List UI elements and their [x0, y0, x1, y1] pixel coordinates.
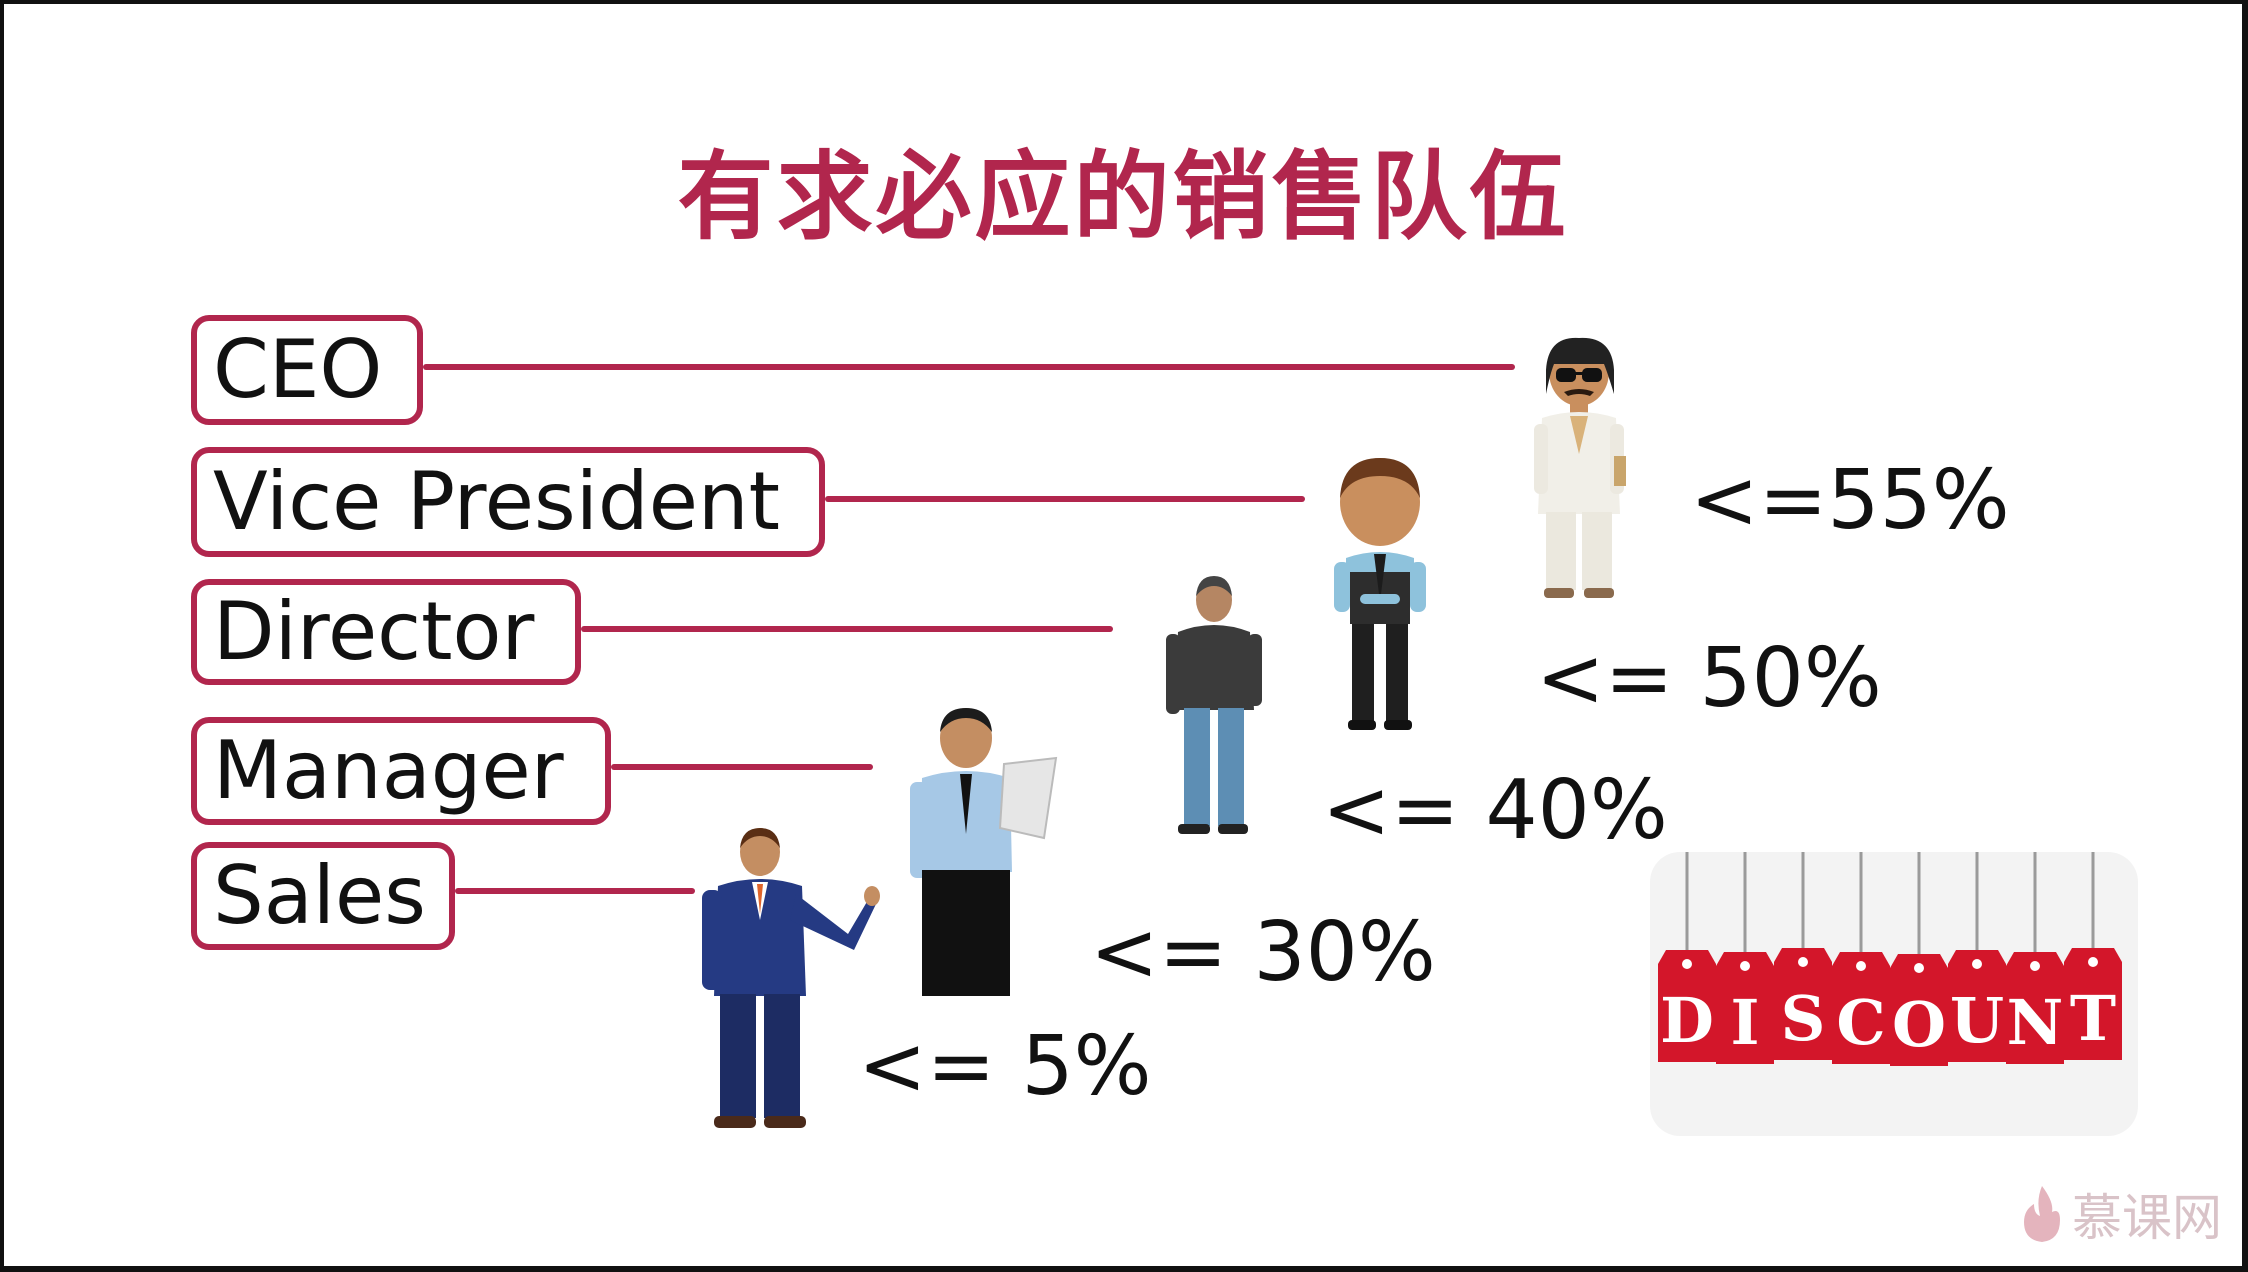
role-box-manager: Manager	[191, 717, 611, 825]
vice-president-person-icon	[1334, 458, 1426, 730]
role-label-ceo: CEO	[213, 323, 383, 416]
discount-tag	[1774, 948, 1832, 1060]
role-box-sales: Sales	[191, 842, 455, 950]
discount-tag	[1948, 950, 2006, 1062]
tag-hole	[1914, 963, 1924, 973]
tag-hole	[1740, 961, 1750, 971]
discount-tag	[1890, 954, 1948, 1066]
tag-hole	[1856, 961, 1866, 971]
discount-tag	[2006, 952, 2064, 1064]
discount-manager: <= 30%	[1090, 905, 1436, 1000]
flame-logo-icon	[2024, 1186, 2060, 1242]
discount-tag	[1658, 950, 1716, 1062]
connector-vice-president	[825, 496, 1305, 502]
director-person-icon	[1166, 576, 1262, 834]
role-label-manager: Manager	[213, 724, 564, 817]
discount-tag-letter: O	[1892, 988, 1946, 1061]
watermark: 慕课网	[2020, 1178, 2222, 1250]
tag-hole	[2030, 961, 2040, 971]
sales-person-icon	[702, 828, 880, 1128]
discount-vice-president: <= 50%	[1536, 631, 1882, 726]
tag-hole	[1798, 957, 1808, 967]
discount-tag	[2064, 948, 2122, 1060]
ceo-person-icon	[1534, 337, 1626, 598]
discount-tag-letter: C	[1836, 986, 1885, 1059]
connector-manager	[611, 764, 873, 770]
tag-hole	[1972, 959, 1982, 969]
discount-tag-letter: U	[1950, 984, 2004, 1057]
discount-tag-letter: T	[2070, 982, 2116, 1055]
discount-ceo: <=55%	[1690, 453, 2010, 548]
connector-sales	[455, 888, 695, 894]
connector-director	[581, 626, 1113, 632]
discount-tag	[1716, 952, 1774, 1064]
discount-tag	[1832, 952, 1890, 1064]
role-label-vice-president: Vice President	[213, 455, 780, 548]
role-box-director: Director	[191, 579, 581, 685]
discount-tag-letter: S	[1781, 982, 1826, 1055]
role-box-ceo: CEO	[191, 315, 423, 425]
role-label-director: Director	[213, 585, 535, 678]
connector-ceo	[423, 364, 1515, 370]
role-label-sales: Sales	[213, 849, 426, 942]
discount-director: <= 40%	[1322, 763, 1668, 858]
discount-tag-letter: N	[2007, 986, 2064, 1059]
watermark-text: 慕课网	[2072, 1189, 2222, 1247]
discount-tag-letter: D	[1660, 984, 1714, 1057]
tag-hole	[2088, 957, 2098, 967]
page-title: 有求必应的销售队伍	[677, 141, 1569, 253]
slide: 有求必应的销售队伍 CEO Vice President Director Ma…	[4, 4, 2242, 1266]
tag-hole	[1682, 959, 1692, 969]
manager-person-icon	[910, 708, 1058, 996]
role-box-vice-president: Vice President	[191, 447, 825, 557]
discount-tag-letter: I	[1730, 986, 1759, 1059]
discount-sales: <= 5%	[858, 1019, 1152, 1114]
